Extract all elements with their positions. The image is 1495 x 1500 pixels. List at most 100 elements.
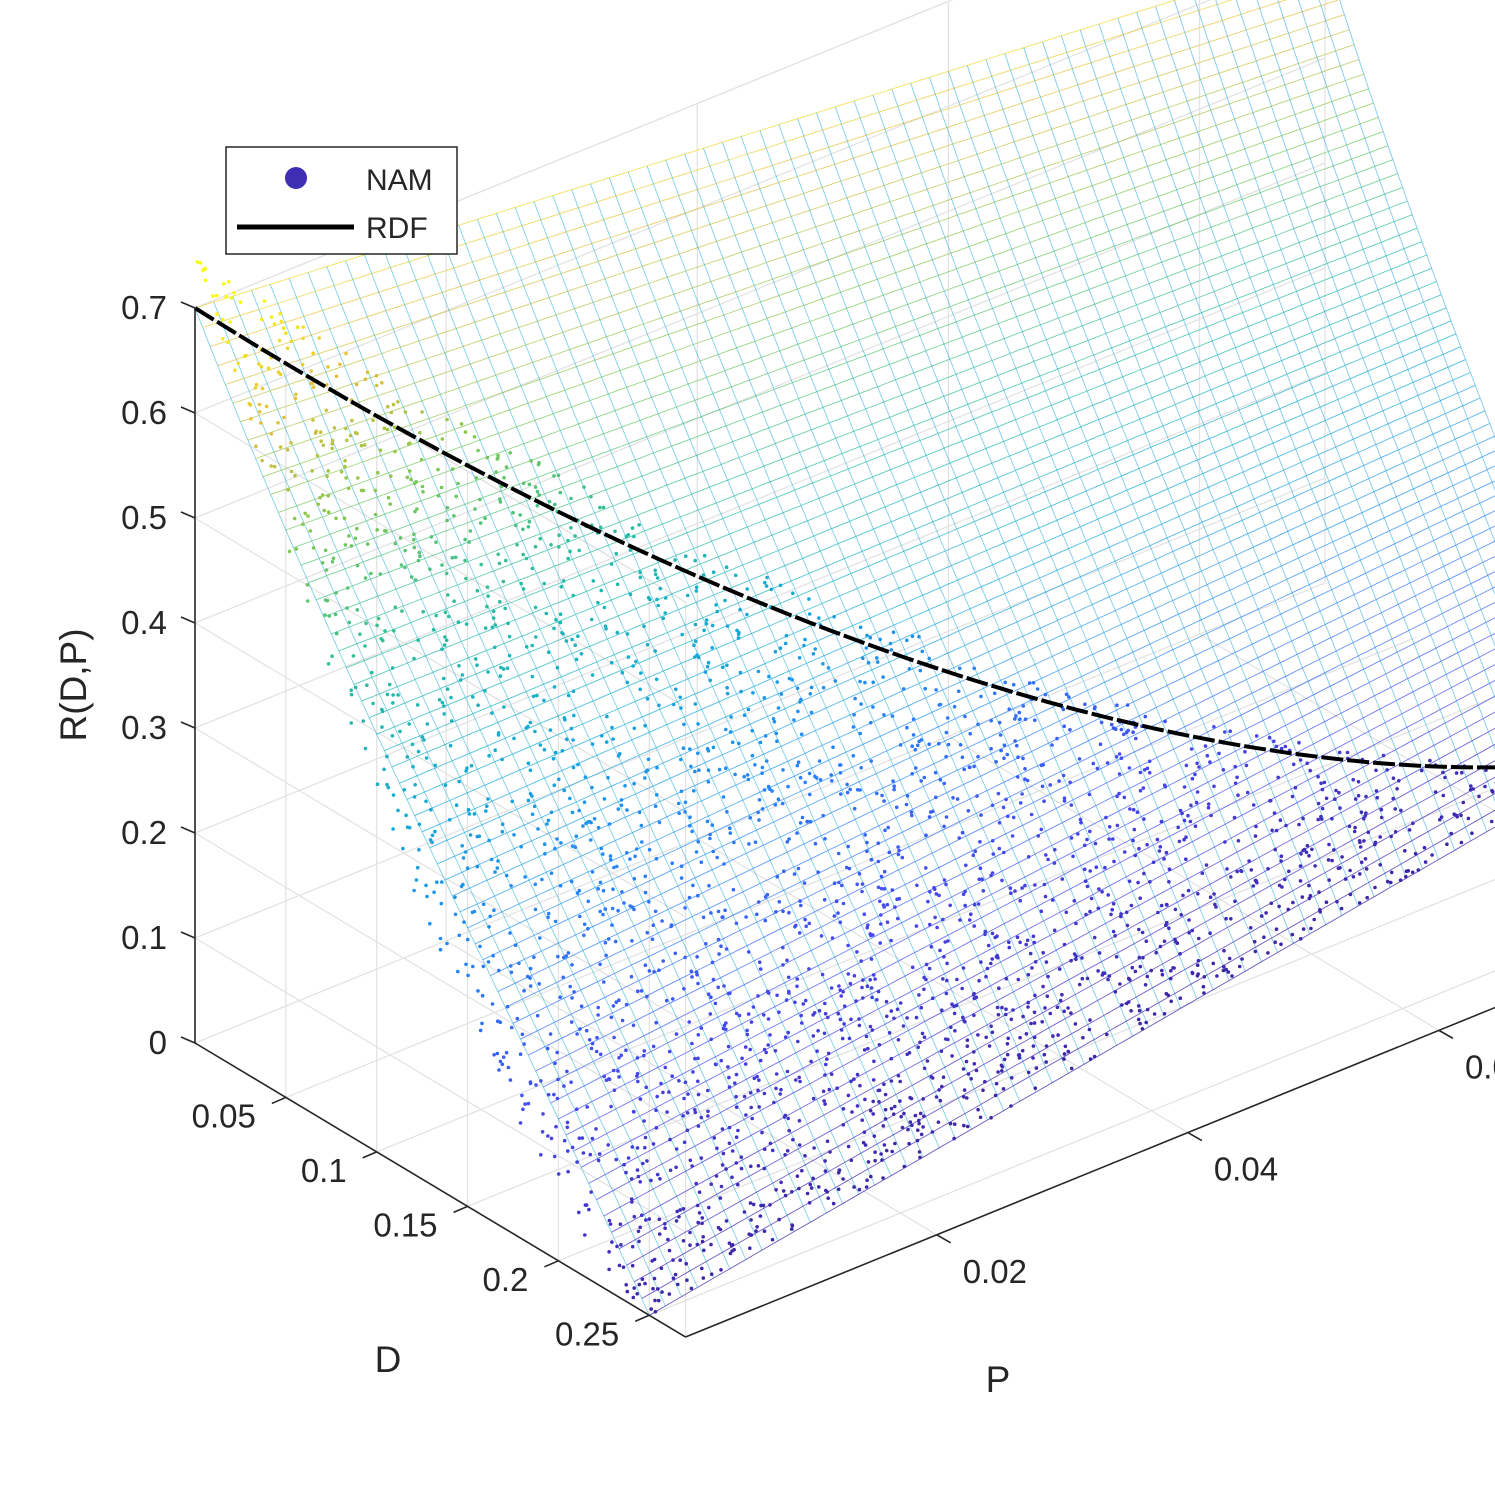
nam-point <box>682 1239 686 1243</box>
nam-point <box>864 1143 868 1147</box>
nam-point <box>1169 1000 1173 1004</box>
nam-point <box>1254 950 1258 954</box>
nam-point <box>839 921 843 925</box>
nam-point <box>897 853 901 857</box>
nam-point <box>374 513 378 517</box>
grid-line <box>377 692 1495 1152</box>
nam-point <box>1351 778 1355 782</box>
nam-point <box>642 1119 646 1123</box>
nam-point <box>871 705 875 709</box>
nam-point <box>403 549 407 553</box>
x-tick-mark <box>635 1315 649 1321</box>
nam-point <box>1440 815 1444 819</box>
nam-point <box>870 957 874 961</box>
nam-point <box>781 768 785 772</box>
nam-point <box>802 1002 806 1006</box>
nam-point <box>514 524 518 528</box>
nam-point <box>808 612 812 616</box>
nam-point <box>958 918 962 922</box>
nam-point <box>529 769 533 773</box>
nam-point <box>278 312 282 316</box>
nam-point <box>796 687 800 691</box>
nam-point <box>1179 913 1183 917</box>
nam-point <box>1118 772 1122 776</box>
nam-point <box>859 766 863 770</box>
nam-point <box>901 856 905 860</box>
nam-point <box>536 1014 540 1018</box>
nam-point <box>540 878 544 882</box>
nam-point <box>798 899 802 903</box>
nam-point <box>539 743 543 747</box>
nam-point <box>550 871 554 875</box>
nam-point <box>675 1032 679 1036</box>
nam-point <box>1253 940 1257 944</box>
nam-point <box>545 822 549 826</box>
nam-point <box>362 719 366 723</box>
nam-point <box>1176 941 1180 945</box>
nam-point <box>668 1249 672 1253</box>
z-tick-label: 0.2 <box>121 814 167 851</box>
nam-point <box>1007 707 1011 711</box>
nam-point <box>1353 830 1357 834</box>
nam-point <box>1279 859 1283 863</box>
nam-point <box>652 970 656 974</box>
nam-point <box>878 1043 882 1047</box>
nam-point <box>696 1080 700 1084</box>
nam-point <box>725 686 729 690</box>
nam-point <box>273 465 277 469</box>
nam-point <box>1041 985 1045 989</box>
nam-point <box>712 978 716 982</box>
nam-point <box>236 362 240 366</box>
nam-point <box>890 1150 894 1154</box>
nam-point <box>1266 951 1270 955</box>
nam-point <box>433 830 437 834</box>
nam-point <box>849 1080 853 1084</box>
nam-point <box>702 916 706 920</box>
nam-point <box>885 1149 889 1153</box>
nam-point <box>625 808 629 812</box>
nam-point <box>576 891 580 895</box>
nam-point <box>943 782 947 786</box>
nam-point <box>1294 786 1298 790</box>
nam-point <box>391 734 395 738</box>
nam-point <box>548 500 552 504</box>
nam-point <box>817 1185 821 1189</box>
nam-point <box>224 295 228 299</box>
nam-point <box>917 1119 921 1123</box>
nam-point <box>202 268 206 272</box>
nam-point <box>861 882 865 886</box>
nam-point <box>890 1079 894 1083</box>
nam-point <box>487 839 491 843</box>
nam-point <box>655 598 659 602</box>
nam-point <box>371 419 375 423</box>
nam-point <box>704 622 708 626</box>
nam-point <box>519 1052 523 1056</box>
nam-point <box>326 365 330 369</box>
nam-point <box>779 646 783 650</box>
nam-point <box>1079 821 1083 825</box>
nam-point <box>1044 693 1048 697</box>
nam-point <box>999 749 1003 753</box>
nam-point <box>529 984 533 988</box>
nam-point <box>440 648 444 652</box>
nam-point <box>873 977 877 981</box>
nam-point <box>1010 1076 1014 1080</box>
nam-point <box>882 799 886 803</box>
nam-point <box>719 1228 723 1232</box>
nam-point <box>483 517 487 521</box>
nam-point <box>577 809 581 813</box>
nam-point <box>239 301 243 305</box>
nam-point <box>707 749 711 753</box>
nam-point <box>1367 831 1371 835</box>
nam-point <box>591 1137 595 1141</box>
nam-point <box>720 1185 724 1189</box>
nam-point <box>961 756 965 760</box>
nam-point <box>1059 999 1063 1003</box>
nam-point <box>1275 927 1279 931</box>
nam-point <box>508 451 512 455</box>
nam-point <box>611 887 615 891</box>
nam-point <box>1107 837 1111 841</box>
nam-point <box>534 1083 538 1087</box>
nam-point <box>569 497 573 501</box>
nam-point <box>865 634 869 638</box>
